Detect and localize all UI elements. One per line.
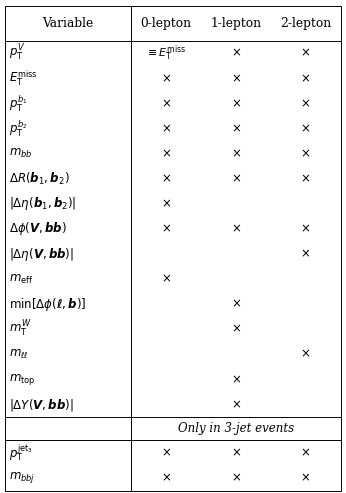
Text: $\times$: $\times$ xyxy=(300,222,311,236)
Text: $\times$: $\times$ xyxy=(161,72,171,85)
Text: 1-lepton: 1-lepton xyxy=(210,17,261,30)
Text: $|\Delta Y(\boldsymbol{V}, \boldsymbol{bb})|$: $|\Delta Y(\boldsymbol{V}, \boldsymbol{b… xyxy=(9,396,73,413)
Text: $\times$: $\times$ xyxy=(300,348,311,361)
Text: $\times$: $\times$ xyxy=(161,197,171,211)
Text: $\times$: $\times$ xyxy=(300,72,311,85)
Text: $m_{bbj}$: $m_{bbj}$ xyxy=(9,470,35,486)
Text: Variable: Variable xyxy=(43,17,94,30)
Text: $\times$: $\times$ xyxy=(161,471,171,485)
Text: $\times$: $\times$ xyxy=(231,72,241,85)
Text: $\times$: $\times$ xyxy=(231,222,241,236)
Text: $p_{\mathrm{T}}^{b_1}$: $p_{\mathrm{T}}^{b_1}$ xyxy=(9,93,27,114)
Text: 0-lepton: 0-lepton xyxy=(140,17,192,30)
Text: $\times$: $\times$ xyxy=(161,122,171,135)
Text: $\times$: $\times$ xyxy=(300,172,311,185)
Text: $\min[\Delta\phi(\boldsymbol{\ell}, \boldsymbol{b})]$: $\min[\Delta\phi(\boldsymbol{\ell}, \bol… xyxy=(9,296,86,313)
Text: $m_{bb}$: $m_{bb}$ xyxy=(9,147,32,160)
Text: $p_{\mathrm{T}}^{b_2}$: $p_{\mathrm{T}}^{b_2}$ xyxy=(9,118,27,139)
Text: 2-lepton: 2-lepton xyxy=(280,17,331,30)
Text: $\times$: $\times$ xyxy=(161,97,171,110)
Text: $\times$: $\times$ xyxy=(300,47,311,60)
Text: $m_{\mathrm{top}}$: $m_{\mathrm{top}}$ xyxy=(9,372,35,387)
Text: $\times$: $\times$ xyxy=(231,97,241,110)
Text: $\times$: $\times$ xyxy=(231,172,241,185)
Text: Only in 3-jet events: Only in 3-jet events xyxy=(178,422,294,435)
Text: $|\Delta\eta(\boldsymbol{V}, \boldsymbol{bb})|$: $|\Delta\eta(\boldsymbol{V}, \boldsymbol… xyxy=(9,246,74,263)
Text: $\times$: $\times$ xyxy=(300,97,311,110)
Text: $\times$: $\times$ xyxy=(300,147,311,160)
Text: $\times$: $\times$ xyxy=(231,298,241,311)
Text: $p_{\mathrm{T}}^{\mathrm{jet}_3}$: $p_{\mathrm{T}}^{\mathrm{jet}_3}$ xyxy=(9,443,33,463)
Text: $\times$: $\times$ xyxy=(161,446,171,459)
Text: $\times$: $\times$ xyxy=(231,373,241,386)
Text: $\times$: $\times$ xyxy=(161,172,171,185)
Text: $E_{\mathrm{T}}^{\mathrm{miss}}$: $E_{\mathrm{T}}^{\mathrm{miss}}$ xyxy=(9,69,37,88)
Text: $\times$: $\times$ xyxy=(300,446,311,459)
Text: $p_{\mathrm{T}}^{V}$: $p_{\mathrm{T}}^{V}$ xyxy=(9,43,25,64)
Text: $\times$: $\times$ xyxy=(161,147,171,160)
Text: $m_{\mathrm{T}}^{W}$: $m_{\mathrm{T}}^{W}$ xyxy=(9,319,31,339)
Text: $\times$: $\times$ xyxy=(231,471,241,485)
Text: $\times$: $\times$ xyxy=(231,122,241,135)
Text: $\times$: $\times$ xyxy=(161,222,171,236)
Text: $\equiv E_{\mathrm{T}}^{\mathrm{miss}}$: $\equiv E_{\mathrm{T}}^{\mathrm{miss}}$ xyxy=(145,43,186,63)
Text: $\times$: $\times$ xyxy=(231,398,241,411)
Text: $\times$: $\times$ xyxy=(231,47,241,60)
Text: $m_{\mathrm{eff}}$: $m_{\mathrm{eff}}$ xyxy=(9,273,33,285)
Text: $\times$: $\times$ xyxy=(161,273,171,285)
Text: $\times$: $\times$ xyxy=(231,323,241,336)
Text: $m_{\ell\ell}$: $m_{\ell\ell}$ xyxy=(9,348,28,361)
Text: $\times$: $\times$ xyxy=(300,247,311,260)
Text: $\times$: $\times$ xyxy=(231,147,241,160)
Text: $\times$: $\times$ xyxy=(300,122,311,135)
Text: $\times$: $\times$ xyxy=(300,471,311,485)
Text: $|\Delta\eta(\boldsymbol{b}_1, \boldsymbol{b}_2)|$: $|\Delta\eta(\boldsymbol{b}_1, \boldsymb… xyxy=(9,195,76,212)
Text: $\Delta\phi(\boldsymbol{V}, \boldsymbol{bb})$: $\Delta\phi(\boldsymbol{V}, \boldsymbol{… xyxy=(9,220,66,238)
Text: $\Delta R(\boldsymbol{b}_1, \boldsymbol{b}_2)$: $\Delta R(\boldsymbol{b}_1, \boldsymbol{… xyxy=(9,171,69,187)
Text: $\times$: $\times$ xyxy=(231,446,241,459)
